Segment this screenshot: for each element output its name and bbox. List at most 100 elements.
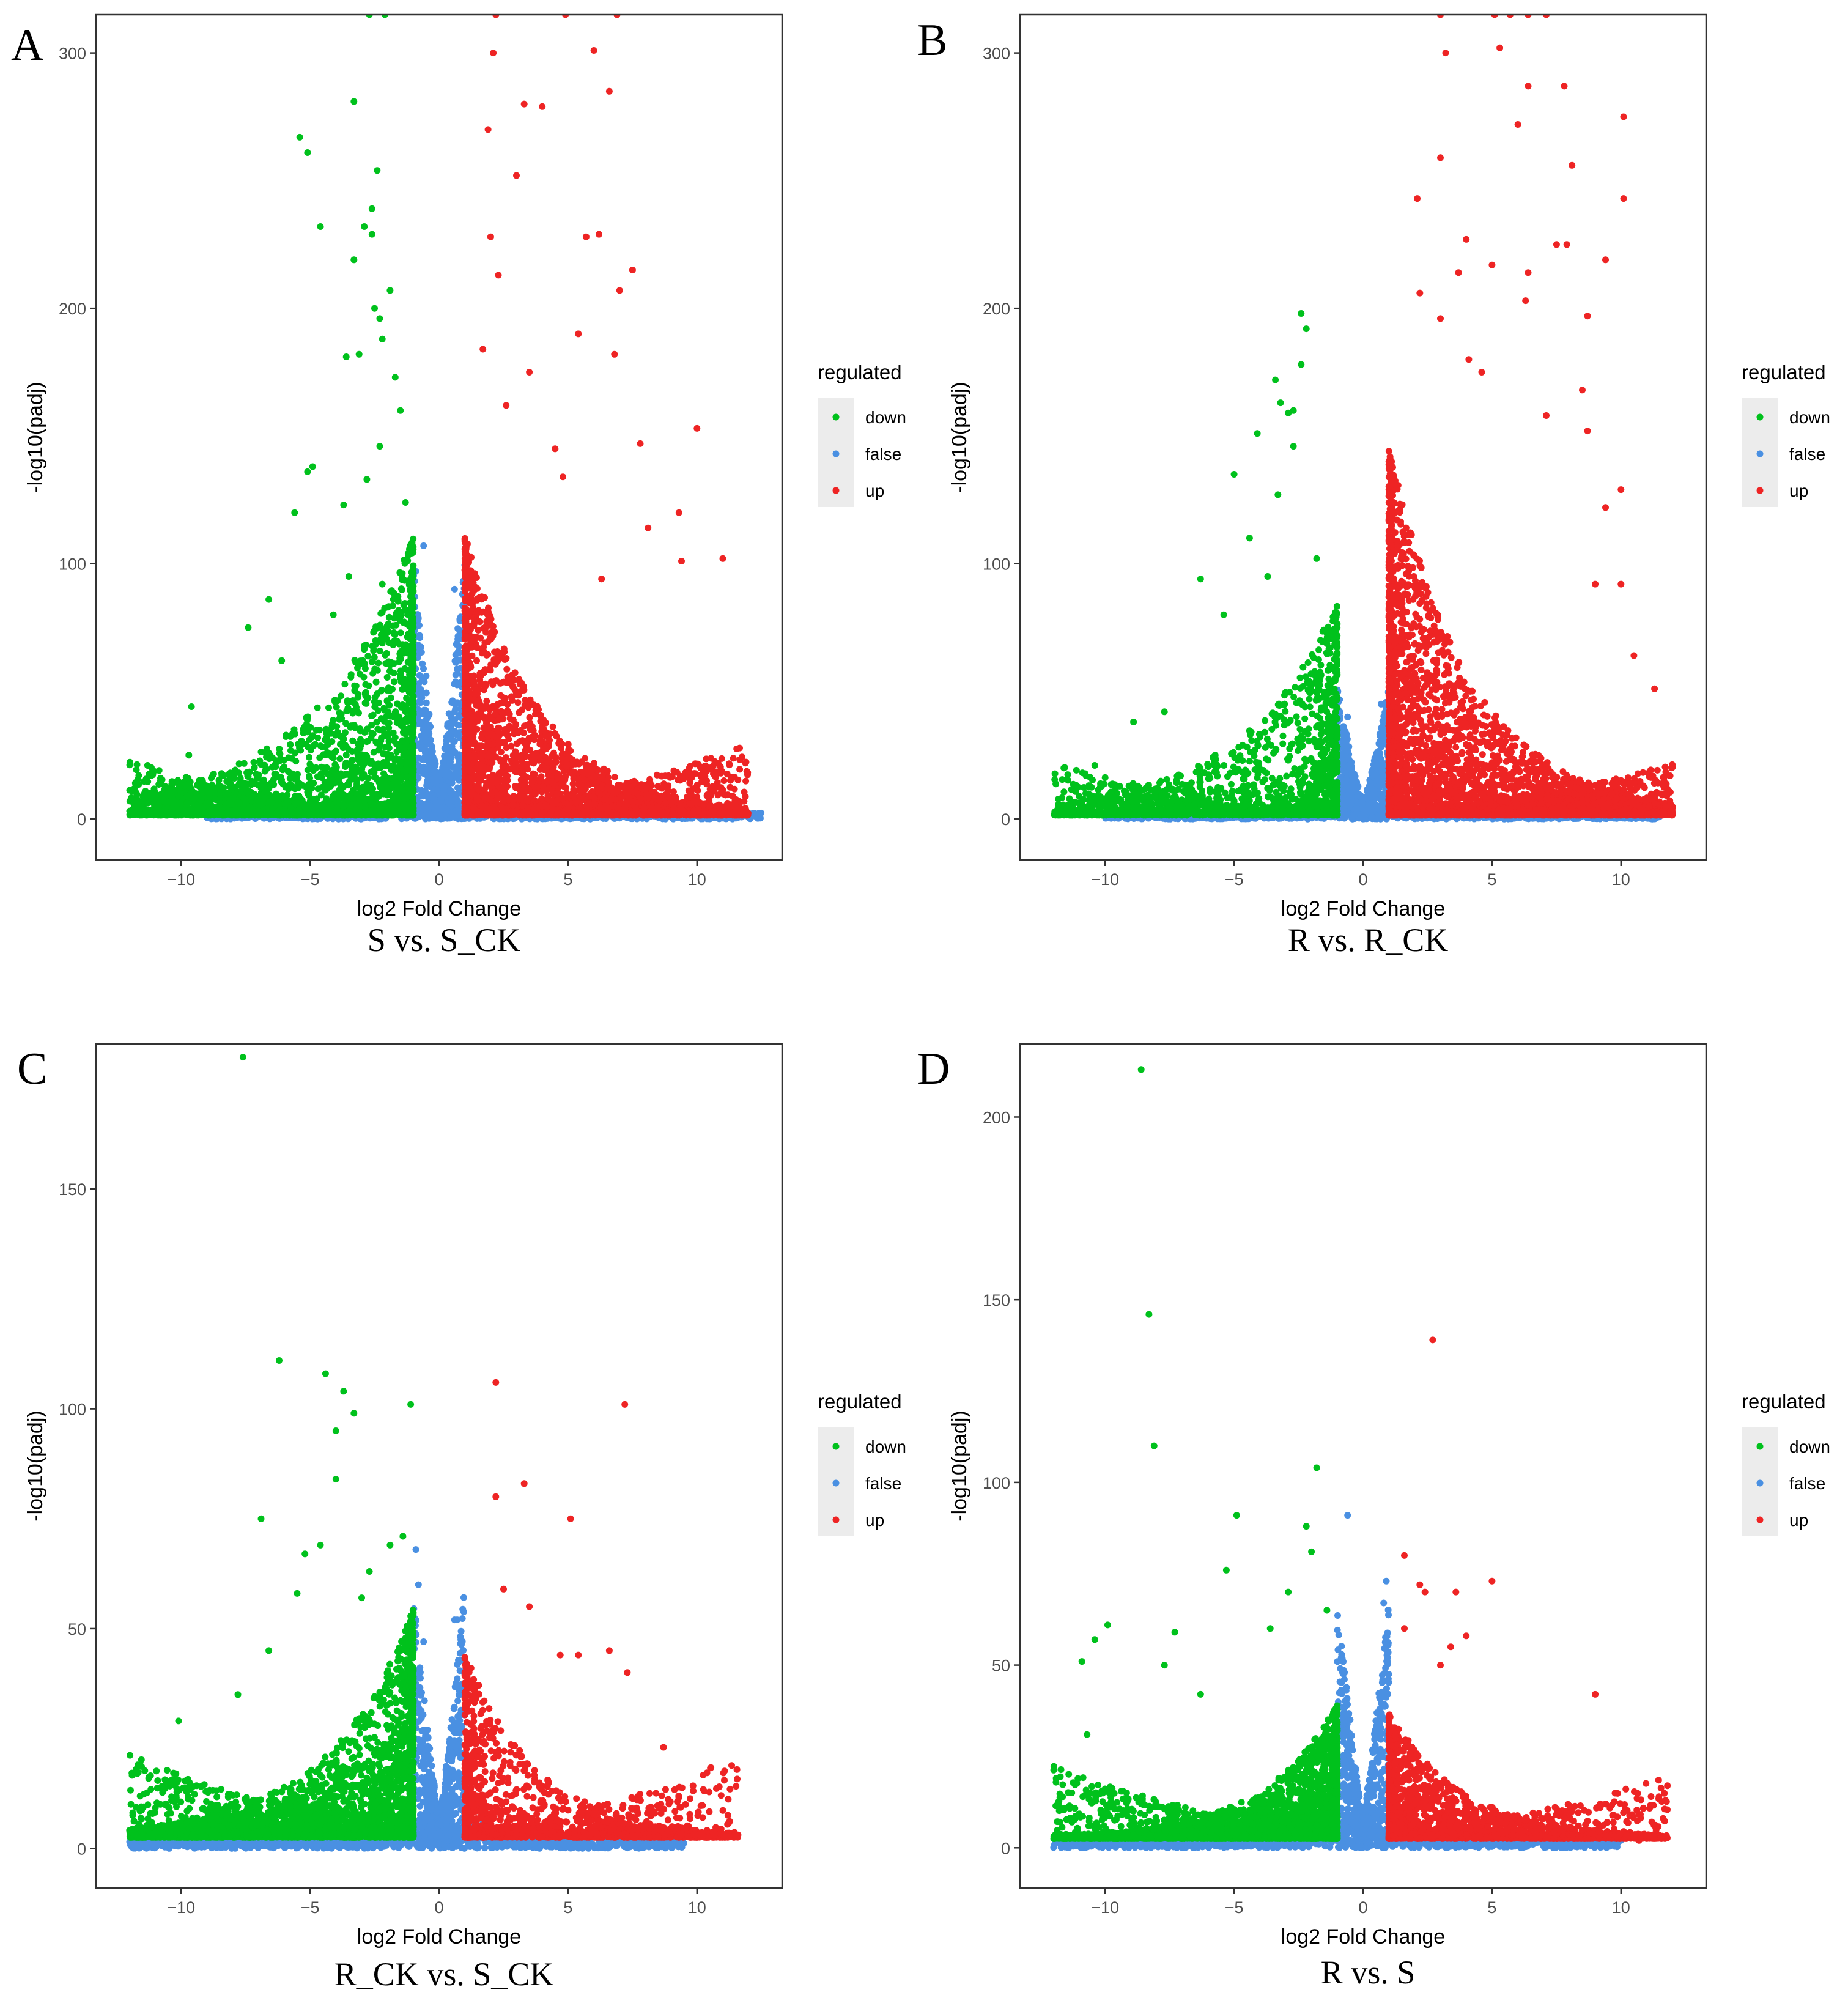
data-point-down	[336, 716, 343, 723]
data-point-false	[454, 784, 461, 791]
data-point-false	[439, 768, 446, 775]
data-point-down	[363, 694, 371, 701]
data-point-down	[362, 681, 369, 688]
data-point-down	[265, 596, 273, 603]
data-point-down	[278, 657, 286, 664]
data-point-false	[456, 801, 463, 808]
data-point-down	[380, 770, 387, 777]
data-point-down	[158, 812, 165, 819]
data-point-down	[261, 793, 268, 801]
data-point-false	[422, 756, 429, 763]
data-point-down	[358, 765, 366, 772]
data-point-down	[317, 770, 325, 777]
data-point-down	[377, 764, 384, 771]
data-point-down	[133, 761, 141, 768]
data-point-down	[174, 810, 181, 817]
data-point-down	[314, 812, 321, 819]
data-point-down	[343, 793, 350, 800]
data-point-false	[456, 722, 463, 729]
data-point-down	[348, 757, 355, 764]
data-point-down	[391, 678, 397, 686]
data-point-false	[423, 699, 430, 706]
data-point-down	[386, 701, 393, 709]
plot-background	[96, 15, 782, 860]
data-point-down	[301, 810, 309, 818]
data-point-down	[284, 768, 292, 775]
data-point-false	[440, 760, 447, 767]
data-point-false	[424, 765, 431, 772]
data-point-down	[322, 736, 328, 744]
data-point-down	[303, 784, 310, 791]
data-point-down	[245, 624, 252, 631]
data-point-down	[349, 709, 357, 717]
data-point-false	[444, 722, 451, 730]
data-point-false	[451, 749, 459, 756]
data-point-down	[397, 648, 405, 655]
data-point-false	[455, 714, 462, 721]
data-point-down	[276, 750, 283, 757]
data-point-down	[402, 708, 409, 716]
data-point-down	[309, 767, 317, 774]
data-point-false	[447, 814, 454, 821]
data-point-down	[257, 761, 264, 768]
data-point-down	[386, 668, 393, 675]
data-point-down	[394, 785, 401, 793]
data-point-down	[263, 765, 270, 772]
data-point-down	[183, 799, 191, 807]
data-point-down	[202, 809, 209, 816]
data-point-false	[445, 710, 453, 717]
data-point-down	[349, 737, 357, 744]
data-point-down	[182, 774, 190, 781]
data-point-down	[235, 799, 243, 807]
data-point-false	[446, 758, 454, 766]
data-point-down	[354, 664, 361, 672]
data-point-down	[403, 695, 410, 701]
data-point-down	[341, 729, 349, 736]
data-point-down	[317, 223, 324, 230]
data-point-false	[454, 657, 460, 664]
data-point-down	[332, 731, 339, 739]
data-point-down	[384, 720, 391, 727]
data-point-down	[126, 787, 133, 794]
data-point-down	[354, 694, 361, 701]
data-point-down	[410, 566, 417, 574]
data-point-down	[380, 725, 387, 733]
data-point-down	[331, 697, 338, 704]
data-point-down	[361, 665, 369, 672]
data-point-down	[262, 750, 270, 757]
data-point-false	[418, 648, 425, 656]
data-point-down	[323, 810, 331, 818]
data-point-down	[385, 613, 393, 621]
data-point-false	[456, 777, 463, 784]
data-point-down	[401, 600, 408, 607]
data-point-down	[245, 773, 252, 780]
data-point-down	[368, 769, 375, 775]
data-point-false	[454, 665, 461, 673]
data-point-down	[185, 810, 193, 817]
data-point-false	[437, 815, 444, 823]
data-point-down	[385, 603, 393, 610]
data-point-down	[379, 779, 386, 787]
data-point-down	[342, 761, 349, 768]
data-point-down	[397, 629, 404, 637]
data-point-down	[361, 728, 368, 736]
data-point-down	[363, 476, 371, 483]
data-point-down	[379, 335, 386, 342]
data-point-down	[371, 698, 378, 705]
data-point-down	[177, 799, 184, 807]
data-point-down	[141, 790, 148, 797]
data-point-down	[358, 772, 366, 780]
data-point-down	[291, 509, 298, 516]
data-point-down	[144, 762, 151, 769]
data-point-false	[454, 635, 462, 643]
data-point-down	[365, 796, 372, 803]
data-point-down	[363, 700, 370, 707]
data-point-down	[374, 791, 381, 798]
data-point-false	[418, 745, 425, 752]
data-point-down	[385, 763, 393, 770]
data-point-down	[324, 784, 331, 791]
data-point-down	[351, 657, 358, 664]
data-point-down	[351, 687, 358, 694]
data-point-down	[394, 700, 401, 708]
